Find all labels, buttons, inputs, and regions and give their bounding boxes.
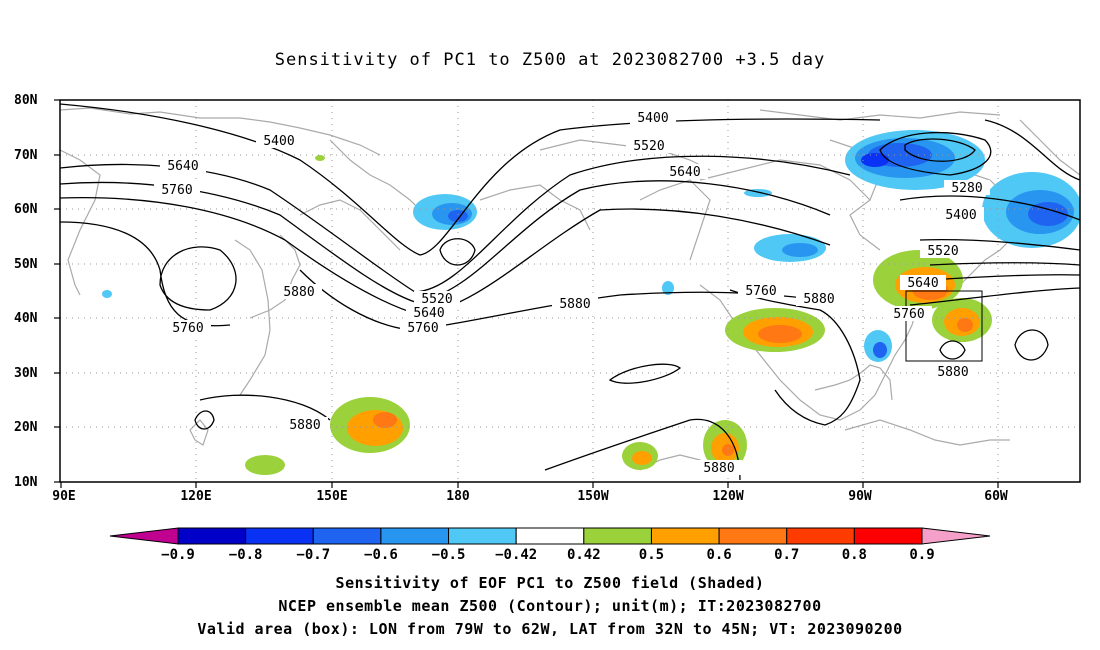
colorbar-label: −0.6 (364, 547, 398, 563)
contour-label: 5400 (263, 134, 294, 149)
lon-labels: 90E 120E 150E 180 150W 120W 90W 60W (52, 489, 1008, 504)
contour-label: 5760 (745, 284, 776, 299)
colorbar-cell (786, 527, 855, 545)
contour-label-group: 5400 5400 5520 5640 5760 5640 5880 5760 … (161, 111, 983, 476)
caption-shading: Sensitivity of EOF PC1 to Z500 field (Sh… (335, 574, 765, 592)
contour-label: 5520 (633, 139, 664, 154)
colorbar-cell (583, 527, 652, 545)
lat-labels: 80N 70N 60N 50N 40N 30N 20N 10N (14, 93, 38, 490)
lon-label: 120E (180, 489, 211, 504)
colorbar-label: −0.5 (432, 547, 466, 563)
colorbar-cell (177, 527, 247, 545)
colorbar-label: −0.8 (229, 547, 263, 563)
contour-label: 5640 (907, 276, 938, 291)
colorbar-left-triangle (109, 527, 179, 545)
colorbar-cell (312, 527, 382, 545)
contour-label: 5640 (167, 159, 198, 174)
lat-label: 70N (14, 148, 38, 163)
contour-label: 5880 (803, 292, 834, 307)
lat-label: 40N (14, 311, 38, 326)
lat-label: 60N (14, 202, 38, 217)
colorbar-label: 0.6 (706, 547, 731, 563)
colorbar: −0.9 −0.8 −0.7 −0.6 −0.5 −0.42 0.42 0.5 0.6 0.7 0.… (109, 527, 991, 563)
contour-label: 5760 (161, 183, 192, 198)
colorbar-right-triangle (921, 527, 991, 545)
lat-label: 30N (14, 366, 38, 381)
colorbar-cell (650, 527, 720, 545)
lat-label: 20N (14, 420, 38, 435)
colorbar-cells (177, 527, 923, 545)
lon-label: 60W (984, 489, 1008, 504)
lon-label: 150E (316, 489, 347, 504)
caption-contour: NCEP ensemble mean Z500 (Contour); unit(… (278, 597, 822, 615)
map-frame (59, 99, 1081, 483)
colorbar-cell (448, 527, 517, 545)
contour-label: 5760 (407, 321, 438, 336)
lat-label: 80N (14, 93, 38, 108)
colorbar-cell (380, 527, 450, 545)
valid-area-box (905, 290, 983, 362)
colorbar-cell (515, 527, 585, 545)
lon-label: 150W (577, 489, 608, 504)
contour-label: 5880 (289, 418, 320, 433)
contour-label: 5280 (951, 181, 982, 196)
lat-label: 50N (14, 257, 38, 272)
caption-valid-area: Valid area (box): LON from 79W to 62W, L… (197, 620, 903, 638)
colorbar-cell (718, 527, 788, 545)
contour-label: 5880 (283, 285, 314, 300)
contour-label: 5880 (703, 461, 734, 476)
contour-label: 5760 (172, 321, 203, 336)
map-title: Sensitivity of PC1 to Z500 at 2023082700… (274, 50, 826, 70)
colorbar-label: −0.42 (495, 547, 537, 563)
colorbar-cell (853, 527, 923, 545)
contour-label: 5640 (413, 306, 444, 321)
contour-label: 5400 (637, 111, 668, 126)
colorbar-label: −0.7 (296, 547, 330, 563)
lon-label: 180 (446, 489, 470, 504)
colorbar-label: 0.9 (909, 547, 934, 563)
lat-label: 10N (14, 475, 38, 490)
colorbar-cell (245, 527, 314, 545)
colorbar-label: 0.7 (774, 547, 799, 563)
contour-label: 5880 (937, 365, 968, 380)
map-panel (60, 100, 1080, 482)
contour-label: 5880 (559, 297, 590, 312)
contour-label: 5520 (421, 292, 452, 307)
contour-label: 5760 (893, 307, 924, 322)
lon-label: 90E (52, 489, 75, 504)
colorbar-labels: −0.9 −0.8 −0.7 −0.6 −0.5 −0.42 0.42 0.5 0.6 0.7 0.… (161, 547, 935, 563)
grid-lines (60, 100, 1080, 482)
colorbar-label: −0.9 (161, 547, 195, 563)
contour-label: 5520 (927, 244, 958, 259)
lon-label: 90W (848, 489, 872, 504)
lon-ticks (60, 482, 999, 488)
lat-ticks (54, 99, 60, 483)
contour-label: 5640 (669, 165, 700, 180)
contour-labels: 5400 5400 5520 5640 5760 5640 5880 5760 … (161, 111, 983, 476)
contour-label: 5400 (945, 208, 976, 223)
lon-label: 120W (712, 489, 743, 504)
colorbar-label: 0.42 (567, 547, 601, 563)
colorbar-label: 0.8 (842, 547, 867, 563)
colorbar-label: 0.5 (639, 547, 664, 563)
